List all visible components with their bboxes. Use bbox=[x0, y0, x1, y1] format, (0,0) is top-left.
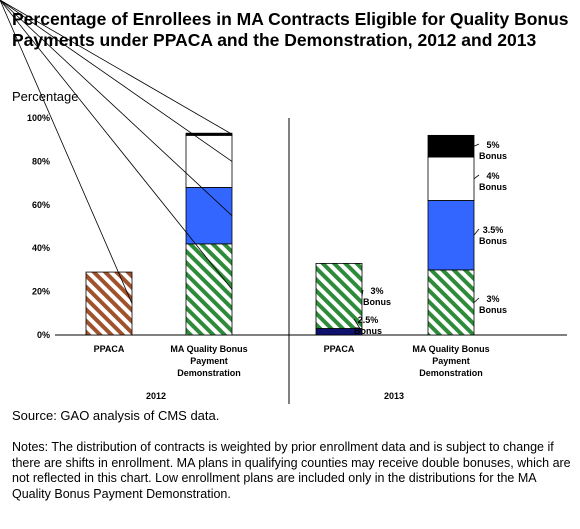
bonus-callout-label: Bonus bbox=[0, 0, 14, 2]
bonus-callout: 3%Bonus bbox=[0, 0, 233, 290]
chart-title: Percentage of Enrollees in MA Contracts … bbox=[12, 9, 569, 50]
bar-segment bbox=[85, 271, 133, 336]
bonus-callout-label: 1.5% bbox=[0, 0, 10, 2]
bonus-callout-label: Bonus bbox=[479, 236, 507, 246]
bonus-callout: 3%Bonus bbox=[361, 286, 391, 307]
bar-segment bbox=[185, 134, 233, 188]
bonus-callout-label: Bonus bbox=[0, 0, 14, 2]
bonus-callout: 2.5%Bonus bbox=[353, 315, 382, 336]
bonus-callout: 1.5%Bonus bbox=[0, 0, 133, 304]
y-tick-label: 0% bbox=[37, 330, 50, 340]
bonus-callout-label: Bonus bbox=[479, 305, 507, 315]
bar-segment bbox=[427, 156, 475, 201]
category-label: Demonstration bbox=[177, 368, 241, 378]
bonus-callout-label: Bonus bbox=[354, 326, 382, 336]
bonus-callout-label: Bonus bbox=[479, 151, 507, 161]
bonus-callout-label: 3% bbox=[486, 294, 499, 304]
bonus-callout: 5%Bonus bbox=[473, 140, 507, 161]
bonus-callout-label: 4% bbox=[486, 171, 499, 181]
source-note: Source: GAO analysis of CMS data. bbox=[12, 408, 220, 423]
bar-segment bbox=[185, 243, 233, 336]
stacked-bar-chart: Percentage 0%20%40%60%80%100% 1.5%BonusP… bbox=[0, 0, 567, 404]
bonus-callout-label: 5% bbox=[486, 140, 499, 150]
bar-segment bbox=[315, 262, 363, 329]
bonus-callout: 4%Bonus bbox=[0, 0, 233, 162]
category-label: MA Quality Bonus bbox=[412, 344, 489, 354]
bar-segment bbox=[427, 269, 475, 336]
bonus-callout-label: 2.5% bbox=[358, 315, 379, 325]
bonus-callout-label: 3% bbox=[370, 286, 383, 296]
category-label: PPACA bbox=[94, 344, 125, 354]
bonus-callout-label: Bonus bbox=[479, 182, 507, 192]
bonus-callout-label: 4% bbox=[0, 0, 7, 2]
bonus-callout: 4%Bonus bbox=[473, 171, 507, 192]
bonus-callout: 5%Bonus bbox=[0, 0, 233, 135]
category-label: PPACA bbox=[324, 344, 355, 354]
bonus-callout: 3.5%Bonus bbox=[0, 0, 233, 216]
bonus-callout-label: Bonus bbox=[0, 0, 14, 2]
bonus-callout-label: 3.5% bbox=[0, 0, 10, 2]
bonus-callout-label: 3.5% bbox=[483, 225, 504, 235]
y-tick-label: 20% bbox=[32, 287, 50, 297]
y-axis-label: Percentage bbox=[12, 89, 79, 104]
notes: Notes: The distribution of contracts is … bbox=[12, 440, 571, 501]
year-label: 2012 bbox=[146, 391, 166, 401]
category-label: Demonstration bbox=[419, 368, 483, 378]
y-tick-label: 60% bbox=[32, 200, 50, 210]
bonus-callout-label: Bonus bbox=[363, 297, 391, 307]
y-tick-label: 100% bbox=[27, 113, 50, 123]
category-label: Payment bbox=[190, 356, 228, 366]
bonus-callout-label: 3% bbox=[0, 0, 7, 2]
bar-segment bbox=[427, 200, 475, 271]
y-tick-label: 40% bbox=[32, 243, 50, 253]
bonus-callout: 3.5%Bonus bbox=[473, 225, 507, 246]
bonus-callout: 3%Bonus bbox=[473, 294, 507, 315]
bonus-callout-label: Bonus bbox=[0, 0, 14, 2]
bar-segment bbox=[427, 134, 475, 158]
y-tick-label: 80% bbox=[32, 156, 50, 166]
bar-segment bbox=[185, 187, 233, 245]
category-label: MA Quality Bonus bbox=[170, 344, 247, 354]
category-label: Payment bbox=[432, 356, 470, 366]
year-label: 2013 bbox=[384, 391, 404, 401]
bonus-callout-label: 5% bbox=[0, 0, 7, 2]
bonus-callout-label: Bonus bbox=[0, 0, 14, 2]
bar-segment bbox=[185, 132, 233, 136]
